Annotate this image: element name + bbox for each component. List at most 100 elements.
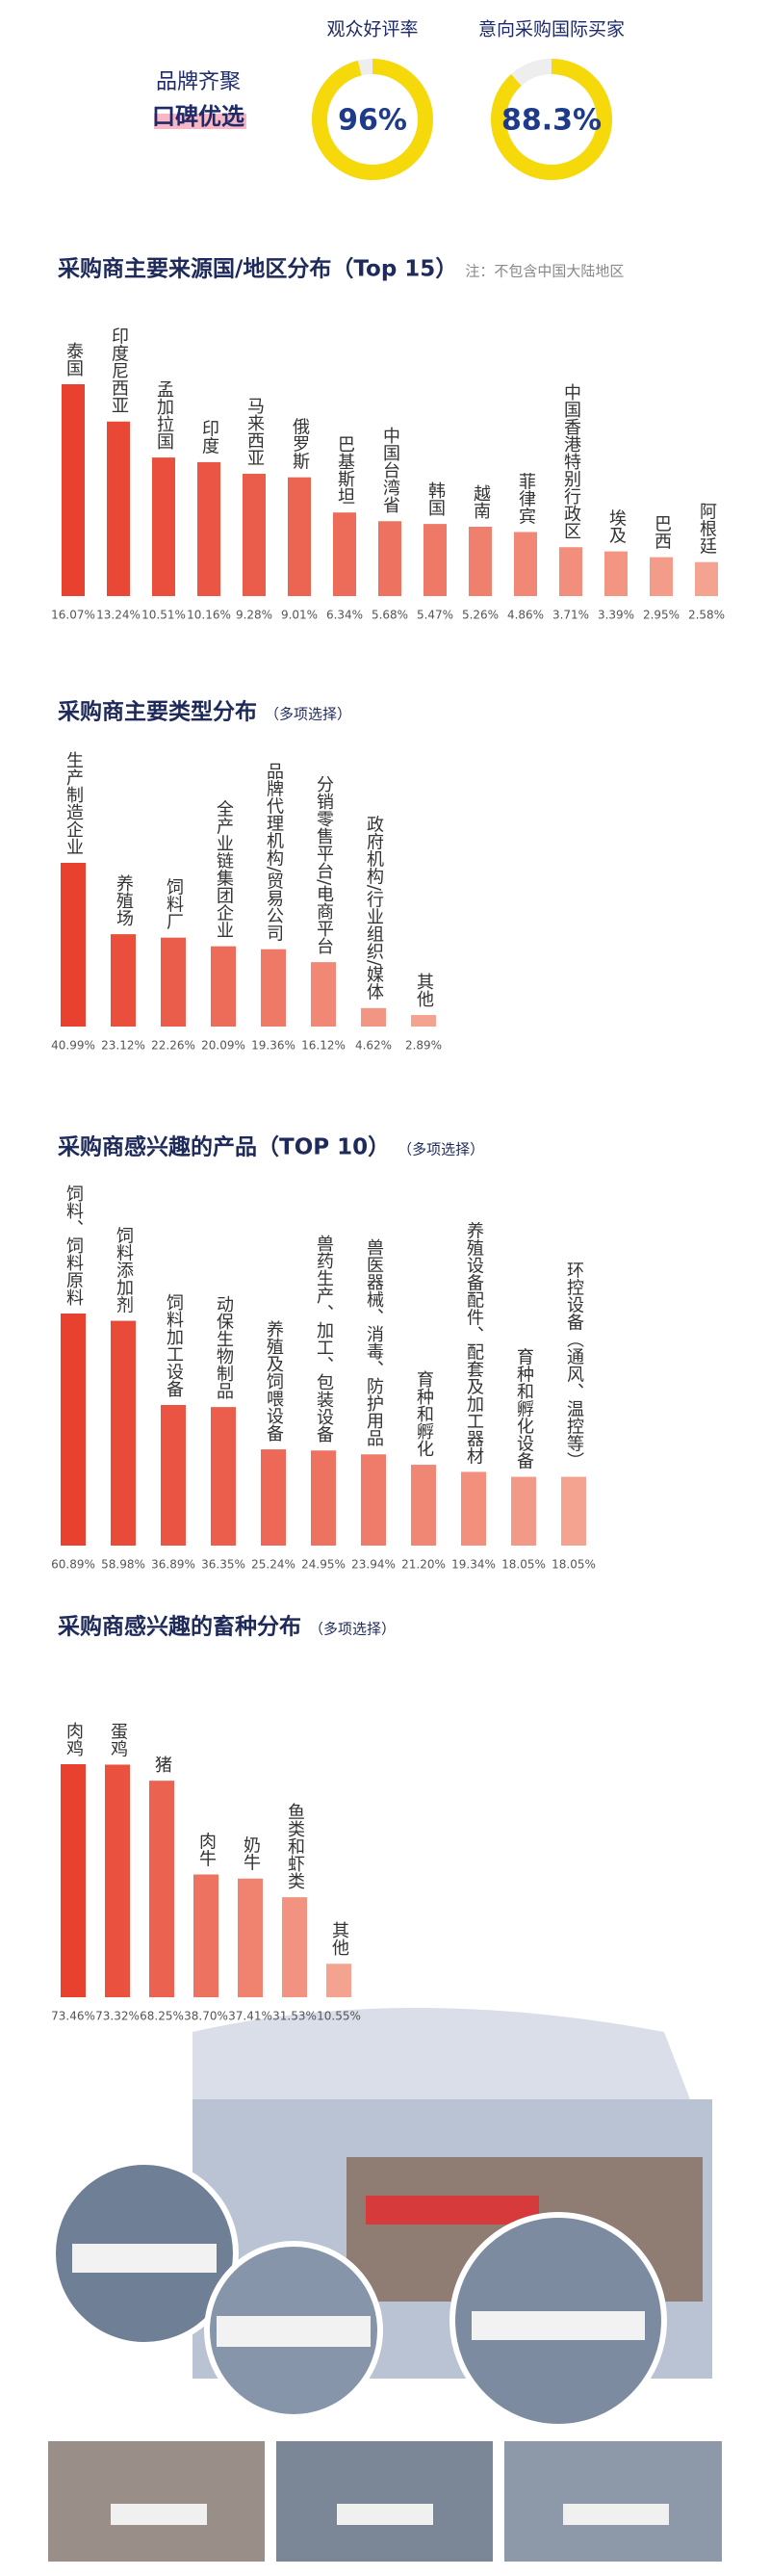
bar	[152, 457, 175, 596]
category-label: 环控设备（通风、温控等）	[564, 1262, 584, 1470]
category-label: 越南	[471, 484, 491, 519]
value-label: 19.36%	[251, 1039, 295, 1053]
value-label: 19.34%	[451, 1558, 496, 1572]
category-label: 菲律宾	[516, 472, 536, 524]
tagline: 口碑优选	[152, 103, 244, 130]
bar	[288, 477, 311, 596]
bar	[333, 512, 356, 596]
category-label: 兽药生产、加工、包装设备	[314, 1235, 334, 1443]
value-label: 2.89%	[405, 1039, 442, 1053]
value-label: 5.68%	[372, 609, 408, 622]
category-label: 饲料加工设备	[164, 1293, 184, 1397]
category-label: 饲料、饲料原料	[64, 1184, 84, 1306]
bar	[469, 526, 492, 596]
category-label: 其他	[414, 973, 434, 1007]
brand: 品牌齐聚	[156, 70, 241, 94]
bar	[111, 934, 136, 1027]
category-label: 巴西	[652, 515, 672, 550]
bar	[149, 1781, 174, 1997]
value-label: 13.24%	[96, 609, 141, 622]
bar	[511, 1476, 536, 1546]
category-label: 中国香港特别行政区	[561, 383, 581, 539]
bar	[193, 1874, 218, 1997]
value-label: 31.53%	[272, 2010, 317, 2023]
bar	[282, 1897, 307, 1997]
category-label: 养殖设备配件、配套及加工器材	[464, 1221, 484, 1464]
bar	[311, 962, 336, 1027]
value-label: 36.89%	[151, 1558, 195, 1572]
bar	[514, 532, 537, 596]
chart-title: 采购商主要来源国/地区分布（Top 15）	[58, 256, 457, 282]
bar	[107, 421, 130, 596]
value-label: 21.20%	[401, 1558, 446, 1572]
category-label: 俄罗斯	[290, 417, 310, 470]
bar	[261, 949, 286, 1027]
value-label: 3.71%	[552, 609, 589, 622]
bar	[105, 1764, 130, 1997]
chart-title: 采购商主要类型分布	[58, 699, 257, 725]
value-label: 10.55%	[317, 2010, 361, 2023]
value-label: 25.24%	[251, 1558, 295, 1572]
chart-subtitle: 注：不包含中国大陆地区	[465, 263, 624, 280]
bar	[361, 1454, 386, 1546]
chart-title: 采购商感兴趣的畜种分布	[58, 1614, 301, 1640]
value-label: 37.41%	[228, 2010, 272, 2023]
value-label: 5.47%	[417, 609, 453, 622]
chart-title: 采购商感兴趣的产品（TOP 10）	[58, 1134, 390, 1160]
highlight	[154, 114, 246, 129]
value-label: 4.62%	[355, 1039, 392, 1053]
bar	[197, 461, 220, 596]
category-label: 其他	[329, 1921, 349, 1956]
bar	[211, 1407, 236, 1546]
donut-arc	[491, 59, 612, 180]
value-label: 23.94%	[351, 1558, 396, 1572]
category-label: 肉牛	[196, 1832, 217, 1866]
value-label: 22.26%	[151, 1039, 195, 1053]
category-label: 泰国	[64, 342, 84, 377]
bar	[62, 384, 85, 596]
category-label: 中国台湾省	[380, 427, 400, 513]
bar	[561, 1476, 586, 1546]
bar	[161, 1404, 186, 1546]
value-label: 3.39%	[598, 609, 634, 622]
bar	[604, 551, 628, 596]
value-label: 73.46%	[51, 2010, 95, 2023]
value-label: 16.12%	[301, 1039, 346, 1053]
bar	[378, 521, 401, 596]
category-label: 饲料添加剂	[114, 1226, 134, 1313]
category-label: 全产业链集团企业	[214, 800, 234, 939]
value-label: 5.26%	[462, 609, 499, 622]
bar	[411, 1015, 436, 1027]
value-label: 36.35%	[201, 1558, 245, 1572]
bar	[211, 946, 236, 1027]
category-label: 政府机构/行业组织/媒体	[364, 816, 384, 1001]
value-label: 68.25%	[140, 2010, 184, 2023]
category-label: 印度尼西亚	[109, 327, 129, 414]
value-label: 10.51%	[141, 609, 186, 622]
value-label: 9.01%	[281, 609, 318, 622]
photo-collage	[48, 2008, 722, 2562]
category-label: 奶牛	[241, 1836, 261, 1871]
category-label: 韩国	[425, 481, 446, 516]
category-label: 蛋鸡	[108, 1722, 128, 1757]
category-label: 分销零售平台/电商平台	[314, 775, 334, 954]
bar	[261, 1449, 286, 1546]
bar	[361, 1007, 386, 1027]
value-label: 4.86%	[507, 609, 544, 622]
bar	[61, 1764, 86, 1997]
category-label: 马来西亚	[244, 397, 265, 466]
bar	[61, 863, 86, 1027]
value-label: 9.28%	[236, 609, 272, 622]
category-label: 鱼类和虾类	[285, 1803, 305, 1889]
category-label: 阿根廷	[697, 503, 717, 555]
bar	[161, 937, 186, 1027]
bar	[411, 1465, 436, 1546]
category-label: 肉鸡	[64, 1722, 84, 1757]
category-label: 养殖场	[114, 874, 134, 926]
value-label: 40.99%	[51, 1039, 95, 1053]
bar	[326, 1964, 351, 1997]
bar	[311, 1450, 336, 1546]
chart-subtitle: （多项选择）	[398, 1141, 484, 1158]
bar	[461, 1471, 486, 1546]
